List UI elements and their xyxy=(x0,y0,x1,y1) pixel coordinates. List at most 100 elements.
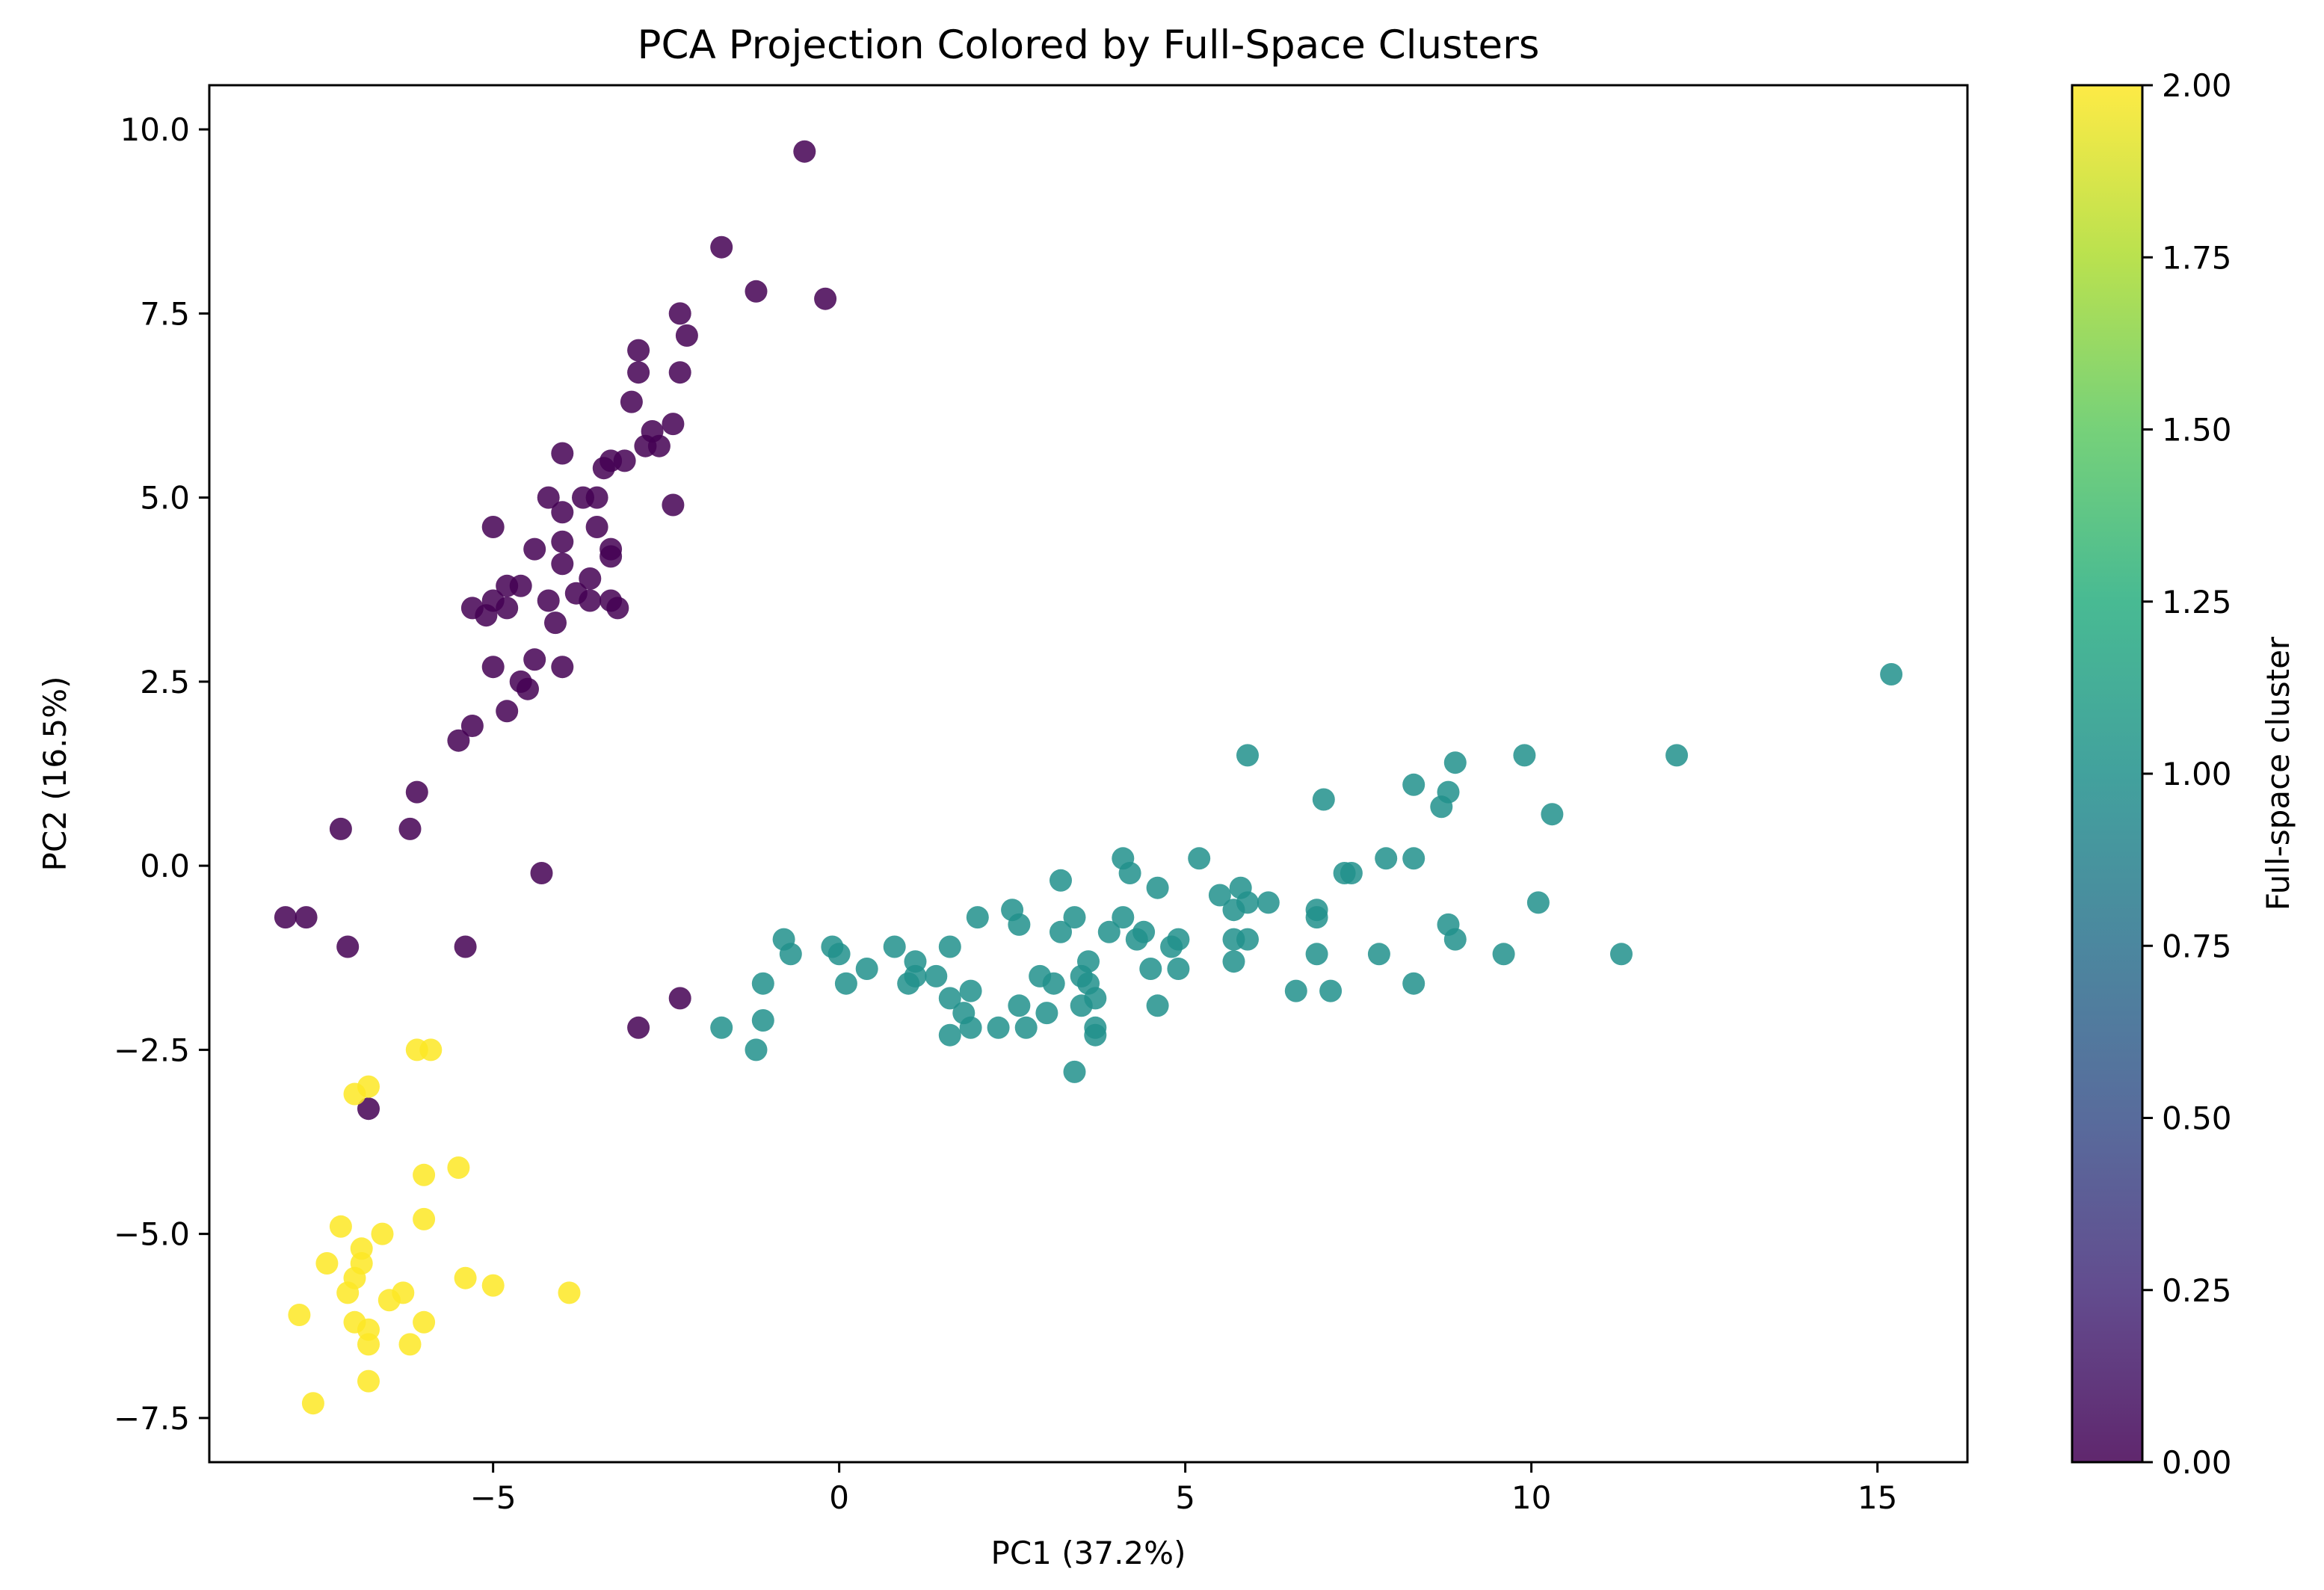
chart-title: PCA Projection Colored by Full-Space Clu… xyxy=(638,22,1540,68)
cluster-1-point xyxy=(1125,928,1148,951)
y-tick-label: 10.0 xyxy=(120,111,190,148)
cluster-0-point xyxy=(517,677,539,700)
colorbar-label: Full-space cluster xyxy=(2260,636,2296,910)
cluster-1-point xyxy=(751,1009,774,1032)
cluster-0-point xyxy=(814,287,837,310)
cluster-1-point xyxy=(1014,1016,1038,1039)
cluster-0-point xyxy=(551,442,574,465)
cluster-1-point xyxy=(1008,994,1031,1017)
cluster-1-point xyxy=(1160,935,1183,958)
cluster-0-point xyxy=(475,604,498,627)
colorbar-tick-label: 0.50 xyxy=(2162,1100,2232,1137)
cluster-0-point xyxy=(579,567,602,590)
cluster-2-point xyxy=(357,1369,380,1393)
cluster-1-point xyxy=(938,987,961,1010)
cluster-1-point xyxy=(1236,744,1259,767)
cluster-0-point xyxy=(523,648,546,671)
y-tick-label: 5.0 xyxy=(140,480,190,517)
y-tick-label: 7.5 xyxy=(140,295,190,332)
cluster-0-point xyxy=(551,501,574,524)
cluster-0-point xyxy=(509,574,532,597)
cluster-0-point xyxy=(634,434,657,457)
cluster-0-point xyxy=(620,390,643,413)
cluster-0-point xyxy=(579,589,602,612)
cluster-0-point xyxy=(537,589,560,612)
y-tick-label: −7.5 xyxy=(114,1400,190,1437)
cluster-0-point xyxy=(530,862,553,884)
cluster-0-point xyxy=(295,906,318,929)
cluster-2-point xyxy=(329,1215,352,1238)
y-tick-label: −5.0 xyxy=(114,1216,190,1253)
cluster-1-point xyxy=(1340,862,1363,884)
cluster-0-point xyxy=(585,516,608,538)
cluster-0-point xyxy=(481,656,505,679)
cluster-1-point xyxy=(1880,663,1903,685)
cluster-0-point xyxy=(460,715,484,737)
x-tick-label: 0 xyxy=(829,1479,849,1516)
cluster-0-point xyxy=(710,235,733,259)
cluster-1-point xyxy=(1402,972,1425,995)
cluster-1-point xyxy=(1402,847,1425,870)
cluster-0-point xyxy=(793,140,816,163)
cluster-1-point xyxy=(987,1016,1010,1039)
cluster-1-point xyxy=(897,972,920,995)
cluster-1-point xyxy=(745,1038,768,1061)
x-tick-label: −5 xyxy=(470,1479,517,1516)
cluster-1-point xyxy=(1035,1002,1058,1025)
cluster-1-point xyxy=(925,964,948,987)
cluster-1-point xyxy=(1042,972,1065,995)
cluster-1-point xyxy=(1222,899,1245,922)
colorbar-ticks: 0.00 0.25 0.50 0.75 1.00 1.25 1.50 1.75 2.00 xyxy=(2142,67,2232,1481)
y-tick-label: 0.0 xyxy=(140,848,190,884)
cluster-1-point xyxy=(779,943,802,966)
cluster-0-point xyxy=(454,935,477,958)
colorbar-tick-label: 1.75 xyxy=(2162,239,2232,276)
cluster-1-point xyxy=(1236,928,1259,951)
cluster-0-point xyxy=(336,935,360,958)
cluster-1-point xyxy=(959,1016,982,1039)
cluster-1-point xyxy=(1112,906,1135,929)
cluster-1-point xyxy=(1665,744,1689,767)
cluster-1-point xyxy=(1146,876,1169,899)
colorbar-tick-label: 0.00 xyxy=(2162,1444,2232,1481)
cluster-2-point xyxy=(481,1274,505,1297)
cluster-0-point xyxy=(668,361,691,384)
cluster-2-point xyxy=(413,1163,436,1186)
y-axis-label: PC2 (16.5%) xyxy=(37,677,73,872)
cluster-0-point xyxy=(627,1016,650,1039)
colorbar-tick-label: 0.75 xyxy=(2162,928,2232,964)
cluster-0-point xyxy=(496,597,519,620)
colorbar-tick-label: 0.25 xyxy=(2162,1272,2232,1309)
cluster-0-point xyxy=(585,486,608,509)
cluster-1-point xyxy=(1610,943,1633,966)
cluster-1-point xyxy=(938,1023,961,1047)
cluster-1-point xyxy=(1284,979,1307,1002)
cluster-2-point xyxy=(343,1082,366,1106)
cluster-2-point xyxy=(288,1304,311,1326)
cluster-1-point xyxy=(1188,847,1211,870)
cluster-2-point xyxy=(315,1252,339,1275)
cluster-2-point xyxy=(558,1281,581,1304)
cluster-0-point xyxy=(606,597,629,620)
cluster-1-point xyxy=(1367,943,1390,966)
x-tick-label: 5 xyxy=(1175,1479,1195,1516)
cluster-2-point xyxy=(336,1281,360,1304)
cluster-0-point xyxy=(398,817,422,840)
cluster-0-point xyxy=(600,545,623,568)
cluster-0-point xyxy=(627,361,650,384)
cluster-2-point xyxy=(413,1310,436,1334)
x-axis-label: PC1 (37.2%) xyxy=(991,1535,1186,1571)
cluster-0-point xyxy=(523,537,546,561)
cluster-0-point xyxy=(745,280,768,303)
cluster-1-point xyxy=(710,1016,733,1039)
cluster-1-point xyxy=(883,935,906,958)
cluster-1-point xyxy=(1070,994,1093,1017)
y-tick-label: −2.5 xyxy=(114,1032,190,1068)
cluster-0-point xyxy=(481,516,505,538)
cluster-1-point xyxy=(751,972,774,995)
cluster-1-point xyxy=(1513,744,1536,767)
colorbar-tick-label: 1.50 xyxy=(2162,412,2232,449)
cluster-2-point xyxy=(454,1266,477,1289)
cluster-1-point xyxy=(1050,920,1072,943)
